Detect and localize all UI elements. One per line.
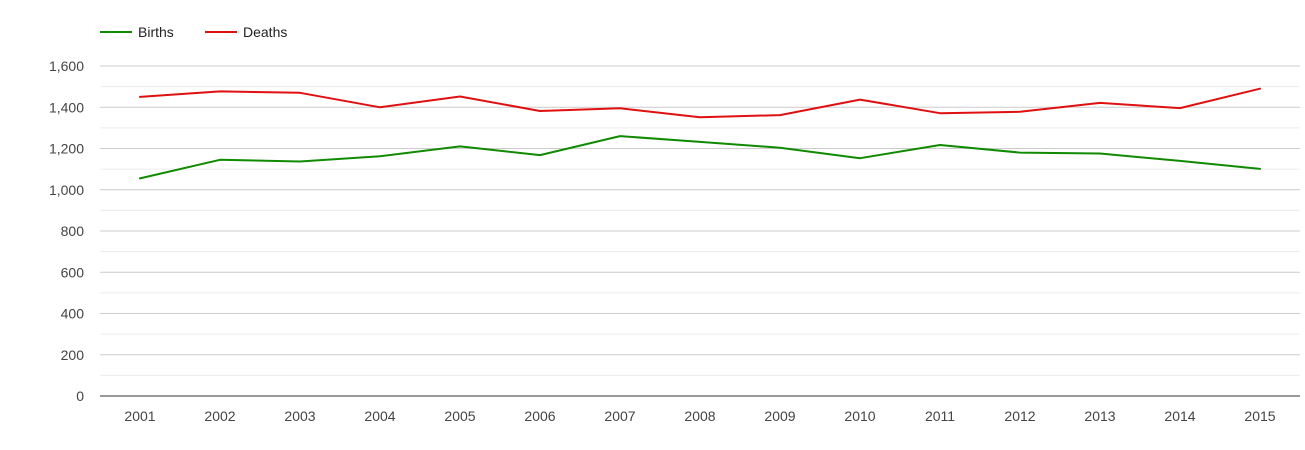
y-tick-label: 0 [76, 388, 84, 404]
data-point-deaths [457, 94, 463, 100]
data-point-births [537, 152, 543, 158]
data-point-deaths [1177, 105, 1183, 111]
data-point-births [457, 143, 463, 149]
legend-label: Deaths [243, 24, 287, 40]
data-point-births [1177, 158, 1183, 164]
x-tick-label: 2005 [444, 408, 475, 424]
data-point-deaths [1097, 100, 1103, 106]
x-tick-label: 2004 [364, 408, 395, 424]
x-tick-label: 2010 [844, 408, 875, 424]
x-tick-label: 2002 [204, 408, 235, 424]
data-point-births [697, 139, 703, 145]
data-point-deaths [137, 94, 143, 100]
series-line-births [139, 135, 1261, 180]
data-point-deaths [217, 88, 223, 94]
y-axis: 0 200 400 600 800 1,000 1,200 1,400 1,600 [49, 58, 84, 404]
data-point-deaths [777, 112, 783, 118]
data-point-births [217, 157, 223, 163]
data-point-deaths [1017, 109, 1023, 115]
legend-label: Births [138, 24, 174, 40]
y-tick-label: 1,600 [49, 58, 84, 74]
y-tick-label: 1,400 [49, 99, 84, 115]
x-tick-label: 2013 [1084, 408, 1115, 424]
x-tick-label: 2009 [764, 408, 795, 424]
data-point-deaths [537, 108, 543, 114]
legend-item-births[interactable]: Births [100, 24, 174, 40]
y-tick-label: 1,000 [49, 182, 84, 198]
x-tick-label: 2008 [684, 408, 715, 424]
y-tick-label: 400 [61, 306, 85, 322]
y-tick-label: 200 [61, 347, 85, 363]
data-point-births [617, 133, 623, 139]
data-point-births [937, 142, 943, 148]
x-tick-label: 2011 [925, 408, 955, 424]
data-point-deaths [617, 105, 623, 111]
y-tick-label: 1,200 [49, 141, 84, 157]
data-point-deaths [1257, 86, 1263, 92]
x-tick-label: 2001 [124, 408, 155, 424]
major-gridlines [100, 65, 1300, 397]
data-point-births [1097, 150, 1103, 156]
x-axis: 2001 2002 2003 2004 2005 2006 2007 2008 2009 2010… [124, 408, 1275, 424]
data-point-births [297, 158, 303, 164]
data-point-deaths [937, 110, 943, 116]
y-tick-label: 800 [61, 223, 85, 239]
data-point-births [1017, 150, 1023, 156]
y-tick-label: 600 [61, 264, 85, 280]
data-point-deaths [697, 114, 703, 120]
legend: Births Deaths [100, 24, 287, 40]
x-tick-label: 2015 [1244, 408, 1275, 424]
series-layer [137, 86, 1263, 181]
x-tick-label: 2014 [1164, 408, 1195, 424]
series-line-deaths [139, 87, 1261, 119]
data-point-births [1257, 166, 1263, 172]
data-point-births [377, 153, 383, 159]
x-tick-label: 2007 [604, 408, 635, 424]
data-point-births [777, 145, 783, 151]
minor-gridlines [100, 86, 1300, 376]
data-point-births [137, 175, 143, 181]
data-point-deaths [377, 104, 383, 110]
data-point-deaths [857, 97, 863, 103]
legend-item-deaths[interactable]: Deaths [205, 24, 287, 40]
x-tick-label: 2003 [284, 408, 315, 424]
data-point-births [857, 155, 863, 161]
x-tick-label: 2012 [1004, 408, 1035, 424]
x-tick-label: 2006 [524, 408, 555, 424]
data-point-deaths [297, 90, 303, 96]
